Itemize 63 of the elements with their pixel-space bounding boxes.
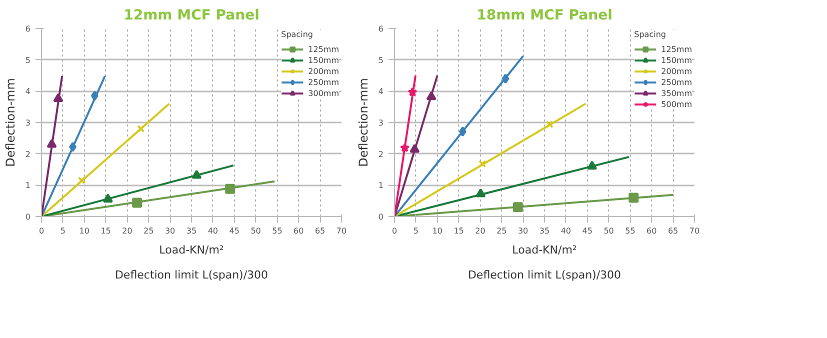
x-tick-label: 50 [604,226,614,236]
x-tick-label: 65 [314,226,326,236]
x-tick-label: 70 [336,226,347,236]
x-tick-label: 25 [144,226,154,236]
x-tick-label: 60 [294,226,304,236]
legend-title: Spacing [281,30,314,39]
x-tick-label: 20 [475,226,486,236]
x-tick-label: 15 [100,226,111,236]
y-tick-label: 2 [25,150,31,159]
legend-label: 300mm [308,88,339,98]
x-tick-label: 30 [164,226,176,236]
chart-title: 18mm MCF Panel [476,8,612,24]
x-tick-label: 55 [272,226,282,236]
legend-label: 150mm [308,55,339,65]
y-tick-label: 0 [25,212,31,222]
legend-label: 200mm [661,66,692,76]
x-tick-label: 15 [454,226,464,236]
x-tick-label: 0 [392,226,398,236]
x-tick-label: 0 [38,226,44,236]
x-tick-label: 45 [582,226,592,236]
x-tick-label: 10 [79,226,90,236]
legend-label: 350mm [661,88,692,98]
legend-label: 125mm [661,44,692,54]
x-tick-label: 40 [208,226,218,236]
legend-label: 150mm [661,55,692,65]
x-tick-label: 40 [560,226,572,236]
legend-label: 250mm [661,77,692,87]
x-axis-title: Load-KN/m² Deflection limit L(span)/300 [468,244,622,282]
x-tick-label: 50 [250,226,261,236]
chart-title: 12mm MCF Panel [124,8,260,24]
x-tick-label: 35 [186,226,197,236]
y-tick-label: 6 [378,24,384,34]
x-tick-label: 35 [539,226,550,236]
x-tick-label: 20 [122,226,132,236]
y-tick-label: 1 [25,181,31,190]
legend-label: 500mm [661,99,692,109]
y-tick-label: 0 [378,212,384,222]
y-tick-label: 1 [378,181,384,190]
y-tick-label: 3 [378,118,384,128]
y-tick-label: 4 [378,87,384,96]
x-tick-label: 5 [413,226,418,236]
x-tick-label: 60 [646,226,657,236]
x-tick-label: 25 [496,226,507,236]
x-tick-label: 65 [668,226,678,236]
x-tick-label: 30 [518,226,528,236]
y-tick-label: 3 [25,118,31,128]
x-tick-label: 5 [60,226,66,236]
x-axis-title: Load-KN/m² Deflection limit L(span)/300 [114,244,268,282]
legend-label: 200mm [308,66,339,76]
legend-label: 125mm [308,44,339,54]
legend-title: Spacing [634,30,667,39]
y-tick-label: 5 [25,56,31,65]
x-tick-label: 55 [625,226,636,236]
y-tick-label: 4 [25,87,31,96]
legend-label: 250mm [308,77,339,87]
y-axis-title: Deflection-mm [3,78,18,167]
y-axis-title: Deflection-mm [356,78,370,167]
y-tick-label: 5 [378,56,384,65]
x-tick-label: 10 [432,226,442,236]
y-tick-label: 6 [25,24,31,34]
x-tick-label: 45 [229,226,240,236]
x-tick-label: 70 [689,226,700,236]
y-tick-label: 2 [378,150,384,159]
